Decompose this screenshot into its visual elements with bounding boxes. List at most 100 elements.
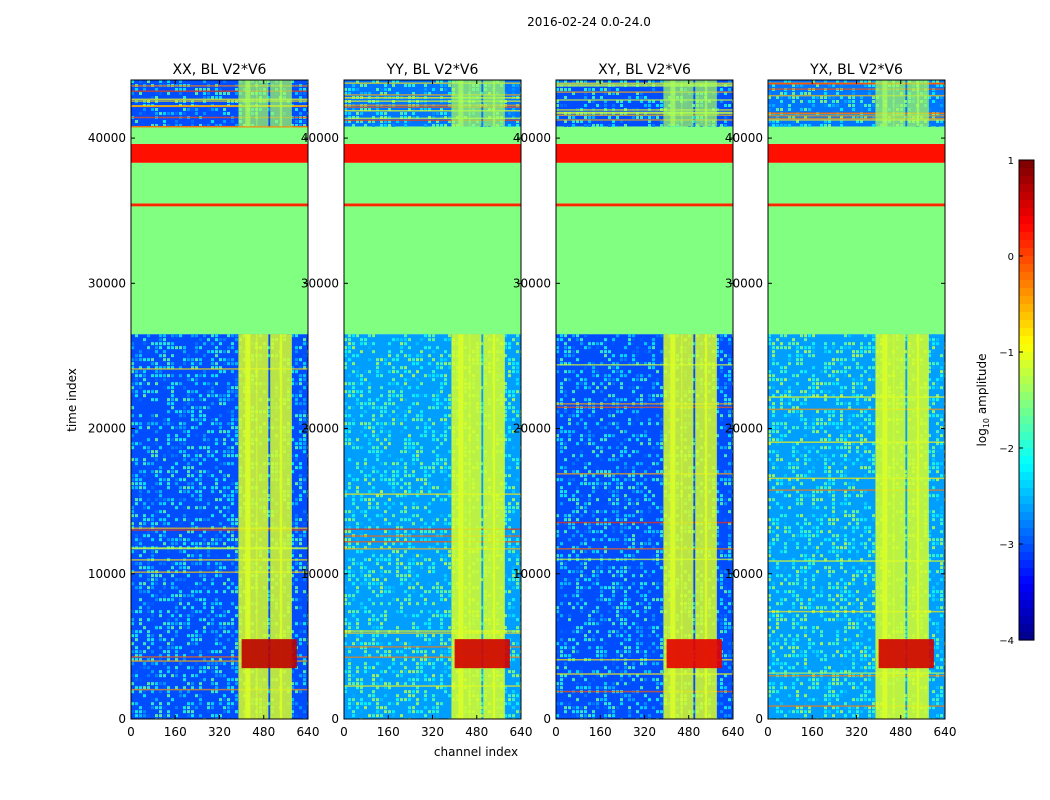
y-tick-label: 0 [755, 712, 763, 726]
x-tick-label: 320 [845, 725, 868, 739]
colorbar-segment [1019, 616, 1034, 625]
colorbar-frame [1018, 159, 1035, 641]
time-band [768, 143, 945, 163]
time-band [344, 162, 521, 204]
y-tick-label: 10000 [725, 567, 763, 581]
colorbar-segment [1019, 600, 1034, 609]
heatmap-panel-4: YX, BL V2*V6 0 160 320 480 640 0 10000 20000 3000… [725, 62, 957, 739]
y-tick-label: 30000 [513, 276, 551, 290]
colorbar-segment [1019, 504, 1034, 513]
heatmap-panel-2: YY, BL V2*V6 0 160 320 480 640 0 10000 20000 3000… [301, 62, 533, 739]
x-tick-label: 160 [377, 725, 400, 739]
time-band [344, 206, 521, 335]
rfi-column [893, 334, 906, 719]
y-tick-label: 20000 [725, 422, 763, 436]
rfi-column [270, 334, 283, 719]
y-tick-label: 20000 [301, 422, 339, 436]
x-tick-label: 0 [764, 725, 772, 739]
colorbar-segment [1019, 384, 1034, 393]
x-tick-label: 0 [127, 725, 135, 739]
colorbar-segment [1019, 480, 1034, 489]
colorbar-segment [1019, 472, 1034, 481]
y-tick-label: 40000 [513, 131, 551, 145]
y-tick-label: 10000 [513, 567, 551, 581]
colorbar-segment [1019, 448, 1034, 457]
rfi-column [279, 334, 292, 719]
time-band [768, 206, 945, 335]
time-band [556, 206, 733, 335]
x-tick-label: 640 [297, 725, 320, 739]
colorbar-label: log10 amplitude [975, 354, 991, 447]
colorbar-segment [1019, 168, 1034, 177]
panel-title: XX, BL V2*V6 [173, 62, 267, 78]
x-tick-label: 640 [934, 725, 957, 739]
x-tick-label: 160 [801, 725, 824, 739]
colorbar-tick-label: −1 [999, 348, 1014, 359]
x-tick-label: 480 [889, 725, 912, 739]
colorbar-segment [1019, 456, 1034, 465]
colorbar-segment [1019, 536, 1034, 545]
colorbar-segment [1019, 312, 1034, 321]
x-tick-label: 320 [633, 725, 656, 739]
heatmap-cells [556, 80, 733, 719]
time-band [344, 203, 521, 207]
colorbar-tick-label: −3 [999, 540, 1014, 551]
colorbar-tick-label: 0 [1008, 252, 1014, 263]
rfi-column [458, 334, 471, 719]
colorbar-segment [1019, 432, 1034, 441]
colorbar-segment [1019, 552, 1034, 561]
time-band [556, 143, 733, 163]
time-band [768, 162, 945, 204]
rfi-burst [241, 639, 297, 669]
colorbar-segment [1019, 576, 1034, 585]
colorbar-segment [1019, 464, 1034, 473]
rfi-column [256, 80, 269, 127]
panel-title: YY, BL V2*V6 [386, 62, 479, 78]
rfi-burst [878, 639, 934, 669]
colorbar-segment [1019, 328, 1034, 337]
x-tick-label: 320 [208, 725, 231, 739]
rfi-column [469, 80, 482, 127]
time-band [768, 203, 945, 207]
colorbar-segment [1019, 520, 1034, 529]
rfi-column [882, 80, 895, 127]
rfi-column [270, 80, 283, 127]
rfi-column [469, 334, 482, 719]
colorbar-segment [1019, 288, 1034, 297]
x-tick-label: 480 [252, 725, 275, 739]
y-tick-label: 20000 [88, 422, 126, 436]
y-tick-label: 0 [118, 712, 126, 726]
y-tick-label: 0 [331, 712, 339, 726]
suptitle: 2016-02-24 0.0-24.0 [527, 15, 651, 29]
colorbar-segment [1019, 224, 1034, 233]
x-tick-label: 480 [677, 725, 700, 739]
colorbar-segment [1019, 416, 1034, 425]
rfi-column [483, 80, 496, 127]
colorbar-segment [1019, 544, 1034, 553]
time-band [556, 162, 733, 204]
rfi-column [245, 80, 258, 127]
colorbar-segment [1019, 560, 1034, 569]
colorbar-segment [1019, 280, 1034, 289]
colorbar-tick-label: 1 [1008, 156, 1014, 167]
colorbar-segment [1019, 232, 1034, 241]
rfi-column [256, 334, 269, 719]
rfi-column [893, 80, 906, 127]
y-tick-label: 10000 [301, 567, 339, 581]
x-tick-label: 320 [421, 725, 444, 739]
time-band [131, 203, 308, 207]
colorbar-segment [1019, 256, 1034, 265]
colorbar-segment [1019, 184, 1034, 193]
y-tick-label: 30000 [301, 276, 339, 290]
colorbar-segment [1019, 160, 1034, 169]
heatmap-panel-1: XX, BL V2*V6 0 160 320 480 640 0 10000 20000 3000… [88, 62, 320, 739]
time-band [131, 143, 308, 163]
time-band [131, 126, 308, 144]
y-tick-label: 20000 [513, 422, 551, 436]
panel-title: YX, BL V2*V6 [809, 62, 903, 78]
time-band [131, 162, 308, 204]
x-tick-label: 640 [510, 725, 533, 739]
colorbar-segment [1019, 376, 1034, 385]
colorbar-segment [1019, 592, 1034, 601]
rfi-column [882, 334, 895, 719]
